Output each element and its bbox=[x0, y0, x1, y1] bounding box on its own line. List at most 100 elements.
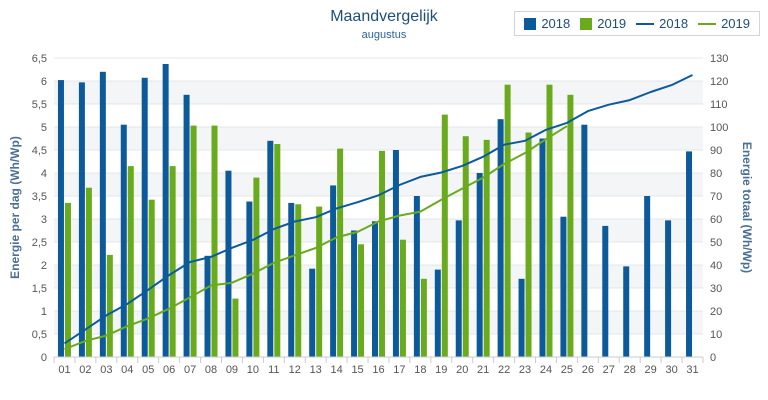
y2-tick-label: 10 bbox=[710, 329, 722, 341]
bar-2019[interactable] bbox=[64, 202, 71, 357]
bar-2019[interactable] bbox=[169, 166, 176, 357]
legend-label-2019-line: 2019 bbox=[721, 16, 750, 31]
y-tick-label: 3 bbox=[41, 214, 47, 226]
y-tick-label: 6 bbox=[41, 76, 47, 88]
bar-2018[interactable] bbox=[204, 255, 211, 357]
y-tick-label: 0 bbox=[41, 352, 47, 364]
bar-2018[interactable] bbox=[99, 71, 106, 358]
x-tick-label: 11 bbox=[268, 364, 279, 376]
x-tick-label: 26 bbox=[582, 364, 594, 376]
bar-2018[interactable] bbox=[518, 278, 525, 357]
bar-2019[interactable] bbox=[546, 84, 553, 358]
legend-swatch-2019-line bbox=[698, 22, 717, 25]
bar-2019[interactable] bbox=[567, 94, 574, 358]
y-tick-label: 1,5 bbox=[32, 283, 47, 295]
x-tick-label: 12 bbox=[289, 364, 301, 376]
x-tick-label: 02 bbox=[79, 364, 91, 376]
bar-2019[interactable] bbox=[106, 254, 113, 357]
bar-2019[interactable] bbox=[148, 199, 155, 357]
bar-2019[interactable] bbox=[504, 84, 511, 358]
bar-2019[interactable] bbox=[274, 144, 281, 357]
bar-2018[interactable] bbox=[57, 80, 64, 357]
bar-2018[interactable] bbox=[686, 151, 693, 357]
bar-2018[interactable] bbox=[309, 268, 316, 357]
line-2019-cumulative[interactable] bbox=[64, 125, 568, 351]
bar-2018[interactable] bbox=[225, 170, 232, 357]
bar-2019[interactable] bbox=[379, 150, 385, 357]
bar-2018[interactable] bbox=[581, 124, 588, 357]
y2-tick-label: 120 bbox=[710, 76, 728, 88]
bar-2019[interactable] bbox=[337, 148, 344, 357]
bar-2018[interactable] bbox=[183, 94, 190, 358]
bar-2019[interactable] bbox=[295, 204, 302, 357]
bar-2018[interactable] bbox=[539, 138, 546, 358]
x-tick-label: 08 bbox=[205, 364, 217, 376]
legend-item-2019-bars[interactable]: 2019 bbox=[580, 16, 626, 31]
legend-item-2018-bars[interactable]: 2018 bbox=[524, 16, 570, 31]
x-tick-label: 20 bbox=[456, 364, 468, 376]
bar-2019[interactable] bbox=[190, 125, 197, 358]
line-2018-cumulative[interactable] bbox=[63, 74, 693, 345]
x-tick-label: 19 bbox=[435, 364, 447, 376]
bar-2018[interactable] bbox=[267, 140, 274, 357]
bar-2019[interactable] bbox=[420, 278, 427, 357]
bar-2019[interactable] bbox=[316, 206, 323, 357]
bar-2018[interactable] bbox=[413, 196, 420, 357]
bar-2018[interactable] bbox=[162, 63, 169, 357]
bar-2018[interactable] bbox=[78, 82, 85, 357]
legend-swatch-2018-line bbox=[636, 22, 655, 25]
x-tick-label: 18 bbox=[414, 364, 426, 376]
bar-2019[interactable] bbox=[127, 166, 134, 357]
bar-2018[interactable] bbox=[392, 150, 399, 357]
x-tick-label: 25 bbox=[561, 364, 573, 376]
x-tick-label: 21 bbox=[477, 364, 489, 376]
bar-2019[interactable] bbox=[85, 187, 92, 357]
bar-2018[interactable] bbox=[372, 221, 378, 357]
x-tick-label: 28 bbox=[624, 364, 636, 376]
y2-tick-label: 100 bbox=[710, 122, 728, 134]
x-tick-label: 06 bbox=[163, 364, 175, 376]
bar-2018[interactable] bbox=[330, 185, 337, 357]
legend-item-2019-line[interactable]: 2019 bbox=[698, 16, 750, 31]
bar-2018[interactable] bbox=[476, 173, 483, 357]
y-tick-label: 5,5 bbox=[32, 99, 47, 111]
bar-2018[interactable] bbox=[623, 266, 630, 357]
plot-band bbox=[54, 173, 703, 196]
bar-2018[interactable] bbox=[560, 216, 567, 357]
legend-item-2018-line[interactable]: 2018 bbox=[636, 16, 688, 31]
y-tick-label: 0,5 bbox=[32, 329, 47, 341]
bar-2018[interactable] bbox=[141, 77, 148, 357]
bar-2019[interactable] bbox=[232, 298, 239, 357]
bar-2018[interactable] bbox=[665, 220, 672, 357]
y-tick-label: 4,5 bbox=[32, 145, 47, 157]
y2-tick-label: 110 bbox=[710, 99, 728, 111]
bar-2018[interactable] bbox=[120, 124, 127, 357]
y-tick-label: 2 bbox=[41, 260, 47, 272]
bar-2019[interactable] bbox=[399, 239, 406, 357]
x-tick-label: 23 bbox=[519, 364, 531, 376]
y-tick-label: 5 bbox=[41, 122, 47, 134]
y2-tick-label: 80 bbox=[710, 168, 722, 180]
bar-2018[interactable] bbox=[497, 119, 504, 358]
x-tick-label: 27 bbox=[603, 364, 615, 376]
bar-2018[interactable] bbox=[644, 196, 651, 357]
bar-2018[interactable] bbox=[246, 201, 253, 357]
bar-2019[interactable] bbox=[483, 139, 490, 357]
bar-2019[interactable] bbox=[358, 244, 365, 357]
bar-2018[interactable] bbox=[351, 230, 358, 358]
bar-2019[interactable] bbox=[525, 132, 532, 357]
bar-2018[interactable] bbox=[455, 220, 462, 357]
y2-axis-title: Energie totaal (Wh/Wp) bbox=[740, 142, 754, 273]
bar-2018[interactable] bbox=[434, 269, 441, 357]
bar-2018[interactable] bbox=[288, 202, 295, 357]
bar-2019[interactable] bbox=[462, 136, 469, 357]
bar-2019[interactable] bbox=[441, 114, 448, 357]
legend-label-2018-bars: 2018 bbox=[541, 16, 571, 31]
bar-2018[interactable] bbox=[602, 225, 609, 357]
x-tick-label: 13 bbox=[310, 364, 322, 376]
x-tick-label: 09 bbox=[226, 364, 238, 376]
bar-2019[interactable] bbox=[253, 177, 260, 357]
x-tick-label: 16 bbox=[372, 364, 384, 376]
bar-2019[interactable] bbox=[211, 125, 218, 358]
